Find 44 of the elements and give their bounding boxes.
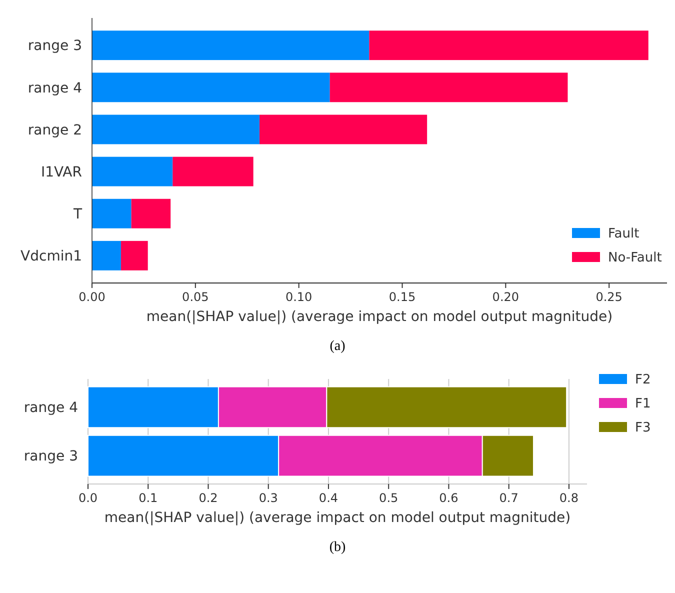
x-axis-title: mean(|SHAP value|) (average impact on model output magnitude) [104,510,571,526]
x-tick-label: 0.20 [492,290,520,304]
x-tick-label: 0.3 [258,491,278,505]
x-tick-label: 0.0 [78,491,98,505]
bar [92,156,173,186]
bar [120,240,148,270]
bar [131,198,171,228]
bar [369,30,648,60]
y-tick-label: range 4 [24,400,78,416]
x-tick-label: 0.15 [388,290,416,304]
legend-label: F1 [635,396,651,412]
x-tick-label: 0.4 [318,491,338,505]
x-tick-label: 0.10 [285,290,312,304]
x-tick-label: 0.5 [379,491,398,505]
bar [172,156,254,186]
x-tick-label: 0.25 [596,290,622,304]
y-tick-label: range 3 [24,448,78,465]
x-tick-label: 0.7 [499,491,518,505]
bar [330,72,568,102]
x-tick-label: 0.00 [78,290,106,304]
x-tick-label: 0.1 [138,491,158,505]
text: (a) [328,339,346,355]
y-tick-label: I1VAR [40,164,82,180]
y-tick-label: range 2 [28,122,82,138]
legend-label: F3 [635,420,651,436]
text: (b) [328,540,347,556]
bar [92,30,370,60]
x-tick-label: 0.05 [182,290,209,304]
bar [92,198,132,228]
bar [92,114,260,144]
legend-label: Fault [608,226,640,242]
y-tick-label: T [72,206,82,222]
x-tick-label: 0.8 [559,491,579,505]
x-tick-label: 0.6 [439,491,458,505]
legend-label: F2 [635,372,651,388]
y-tick-label: range 4 [28,80,82,96]
legend-label: No-Fault [608,250,662,266]
y-tick-label: Vdcmin1 [20,248,82,265]
x-axis-title: mean(|SHAP value|) (average impact on model output magnitude) [146,309,613,325]
x-tick-label: 0.2 [198,491,218,505]
bar [92,72,330,102]
bar [260,114,428,144]
bar [92,240,121,270]
y-tick-label: range 3 [28,38,82,54]
